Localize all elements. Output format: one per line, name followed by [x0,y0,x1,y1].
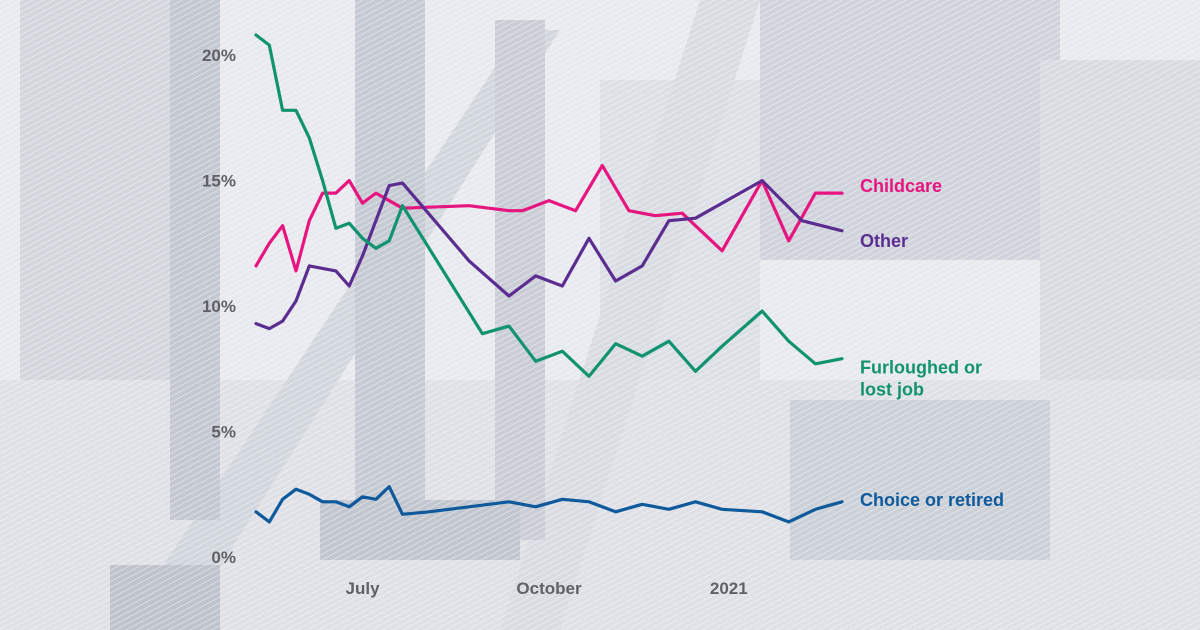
x-tick-label: July [346,579,381,598]
series-label-furloughed-or-lost-job: lost job [860,380,924,400]
x-tick-label: October [516,579,582,598]
x-axis: July October 2021 [346,579,748,598]
y-tick-label: 5% [211,423,236,442]
y-tick-label: 10% [202,297,236,316]
series-label-furloughed-or-lost-job: Furloughed or [860,358,982,378]
series-label-choice-or-retired: Choice or retired [860,490,1004,510]
series-line-furloughed-or-lost-job [254,33,844,378]
x-tick-label: 2021 [710,579,748,598]
series-line-childcare [254,163,844,273]
series-line-choice-or-retired [254,485,844,524]
series-label-childcare: Childcare [860,176,942,196]
series-label-other: Other [860,231,908,251]
y-tick-label: 20% [202,46,236,65]
y-axis: 0% 5% 10% 15% 20% [202,46,236,567]
y-tick-label: 15% [202,172,236,191]
series-lines [254,33,844,524]
series-line-other [254,179,844,331]
y-tick-label: 0% [211,548,236,567]
